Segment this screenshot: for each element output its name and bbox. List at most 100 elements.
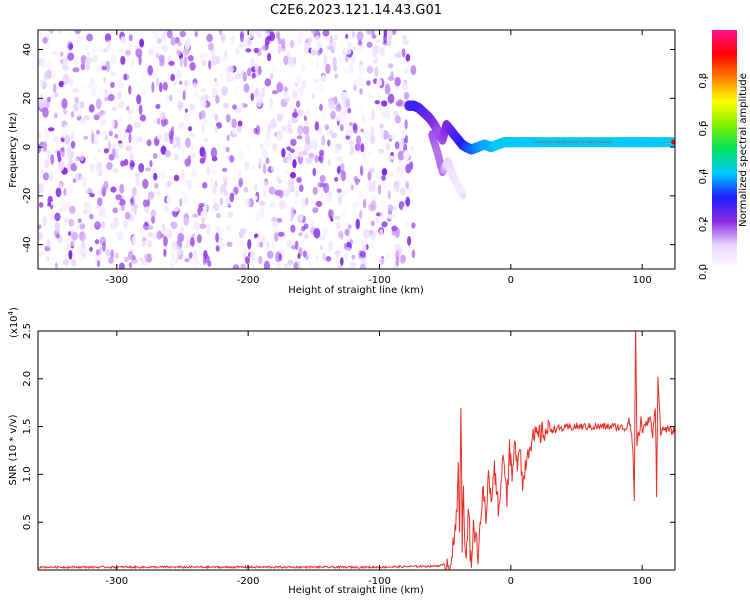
noise-cell [42, 107, 49, 118]
noise-cell [250, 164, 256, 172]
noise-cell [234, 72, 242, 80]
noise-cell [234, 108, 242, 113]
noise-cell [203, 137, 209, 143]
noise-cell [163, 248, 167, 257]
noise-cell [319, 174, 326, 183]
noise-cell [283, 86, 288, 92]
noise-cell [59, 51, 64, 57]
noise-cell [182, 90, 186, 101]
noise-cell [168, 60, 175, 66]
snr-panel: -300 -200 -100 0 100 0.5 1.0 1.5 2.0 2.5 Height … [7, 307, 676, 596]
noise-cell [155, 76, 160, 88]
noise-cell [127, 110, 133, 115]
noise-cell [395, 249, 400, 260]
noise-cell [332, 56, 337, 67]
noise-cell [313, 228, 321, 239]
noise-cell [297, 125, 304, 135]
noise-cell [70, 131, 75, 141]
noise-cell [385, 142, 391, 151]
noise-cell [220, 55, 227, 63]
noise-cell [277, 218, 283, 223]
noise-cell [239, 228, 247, 235]
noise-cell [185, 137, 191, 149]
noise-cell [318, 82, 325, 91]
spectrogram-x-ticks: -300 -200 -100 0 100 [105, 30, 652, 286]
noise-cell [112, 143, 116, 150]
noise-cell [159, 59, 165, 67]
noise-cell [315, 200, 323, 207]
noise-cell [182, 195, 188, 206]
noise-cell [345, 135, 351, 140]
noise-cell [319, 103, 323, 111]
noise-cell [214, 114, 219, 122]
noise-cell [42, 172, 50, 181]
noise-cell [110, 54, 118, 65]
noise-cell [404, 178, 411, 183]
noise-cell [120, 55, 126, 65]
noise-cell [290, 216, 294, 222]
noise-cell [49, 30, 54, 35]
noise-cell [111, 118, 115, 128]
noise-cell [225, 224, 232, 232]
noise-cell [71, 231, 79, 241]
noise-cell [283, 263, 291, 268]
noise-cell [66, 202, 70, 209]
noise-cell [220, 33, 226, 43]
noise-cell [261, 45, 268, 51]
noise-cell [291, 91, 299, 99]
noise-cell [87, 52, 91, 57]
noise-cell [142, 178, 149, 189]
spectrogram-y-ticks: -40 -20 0 20 40 [22, 43, 675, 253]
noise-cell [187, 55, 194, 62]
noise-cell [317, 181, 325, 188]
noise-cell [203, 250, 208, 259]
noise-cell [314, 35, 320, 42]
noise-cell [67, 183, 75, 194]
noise-cell [394, 115, 401, 124]
noise-cell [173, 174, 180, 182]
colorbar-tick-label: 0.6 [698, 121, 709, 137]
noise-cell [351, 255, 355, 264]
noise-cell [40, 57, 46, 68]
noise-cell [387, 204, 394, 213]
x-tick-label: 100 [633, 576, 652, 587]
noise-cell [171, 250, 175, 261]
noise-cell [289, 148, 295, 153]
snr-plot-area [38, 331, 675, 570]
noise-cell [403, 68, 409, 75]
noise-cell [170, 73, 176, 82]
noise-cell [69, 205, 76, 214]
noise-cell [137, 136, 144, 143]
noise-cell [259, 143, 264, 150]
noise-cell [212, 184, 217, 195]
noise-cell [290, 86, 297, 92]
noise-cell [307, 261, 314, 269]
noise-cell [64, 68, 71, 74]
noise-cell [91, 54, 99, 63]
noise-cell [289, 62, 296, 69]
noise-cell [106, 39, 112, 51]
noise-cell [127, 115, 134, 120]
noise-cell [79, 85, 86, 90]
noise-cell [117, 77, 124, 89]
noise-cell [198, 203, 205, 208]
x-tick-label: -100 [368, 275, 391, 286]
noise-cell [386, 111, 391, 120]
noise-cell [186, 37, 191, 45]
noise-cell [140, 88, 147, 96]
noise-cell [219, 197, 224, 206]
noise-cell [283, 55, 289, 66]
noise-cell [138, 257, 144, 262]
y-tick-label: -40 [22, 236, 33, 252]
noise-cell [188, 252, 193, 259]
noise-cell [360, 128, 365, 133]
snr-series-line [38, 331, 675, 570]
noise-cell [358, 64, 365, 74]
noise-cell [406, 186, 413, 194]
noise-cell [156, 190, 161, 197]
noise-cell [70, 111, 75, 118]
noise-cell [292, 159, 297, 169]
noise-cell [411, 222, 416, 229]
noise-cell [156, 230, 163, 240]
noise-cell [94, 239, 100, 245]
